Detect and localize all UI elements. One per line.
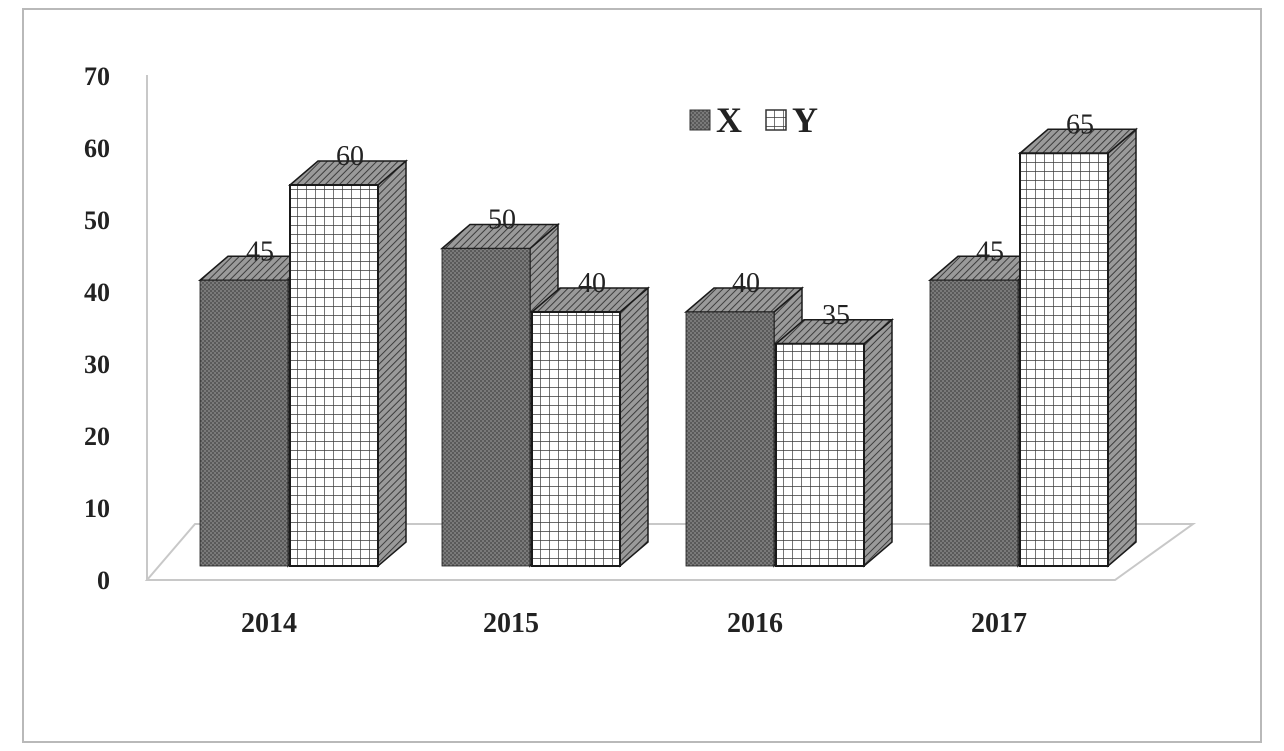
y-tick-label: 60 (84, 134, 110, 163)
x-tick-label-2016: 2016 (727, 608, 783, 639)
x-axis-tick-labels: 2014 2015 2016 2017 (241, 608, 1027, 639)
bar-y-2017 (1017, 127, 1139, 568)
legend-label-y: Y (792, 100, 818, 140)
data-labels: 45 60 50 40 40 35 45 65 (246, 109, 1094, 331)
y-tick-label: 70 (84, 62, 110, 91)
y-tick-label: 20 (84, 422, 110, 451)
x-tick-label-2017: 2017 (971, 608, 1027, 639)
data-label-x-2015: 50 (488, 205, 516, 236)
axis-floor (144, 75, 1197, 581)
data-label-x-2014: 45 (246, 236, 274, 267)
bar-y-2016 (773, 318, 895, 568)
legend-label-x: X (716, 100, 742, 140)
y-tick-label: 0 (97, 566, 110, 595)
data-label-y-2016: 35 (822, 300, 850, 331)
bar-y-2015 (529, 286, 651, 568)
legend: X Y (689, 100, 818, 140)
data-label-y-2015: 40 (578, 268, 606, 299)
y-axis-ticks: 0 10 20 30 40 50 60 70 (84, 62, 110, 595)
x-tick-label-2015: 2015 (483, 608, 539, 639)
data-label-y-2017: 65 (1066, 109, 1094, 140)
legend-swatch-x (689, 109, 711, 131)
legend-swatch-y (765, 109, 787, 131)
x-tick-label-2014: 2014 (241, 608, 297, 639)
bar-y-2014 (287, 159, 409, 568)
y-tick-label: 10 (84, 494, 110, 523)
data-label-y-2014: 60 (336, 141, 364, 172)
y-tick-label: 50 (84, 206, 110, 235)
data-label-x-2017: 45 (976, 236, 1004, 267)
y-tick-label: 40 (84, 278, 110, 307)
y-tick-label: 30 (84, 350, 110, 379)
data-label-x-2016: 40 (732, 268, 760, 299)
bars (197, 127, 1139, 568)
